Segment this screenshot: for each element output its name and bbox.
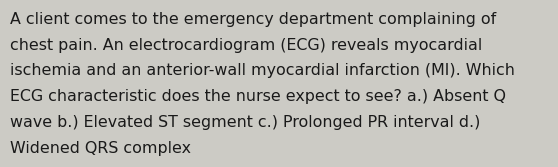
Text: Widened QRS complex: Widened QRS complex: [10, 141, 191, 156]
Text: ischemia and an anterior-wall myocardial infarction (MI). Which: ischemia and an anterior-wall myocardial…: [10, 63, 515, 78]
Text: chest pain. An electrocardiogram (ECG) reveals myocardial: chest pain. An electrocardiogram (ECG) r…: [10, 38, 482, 53]
Text: ECG characteristic does the nurse expect to see? a.) Absent Q: ECG characteristic does the nurse expect…: [10, 89, 506, 104]
Text: wave b.) Elevated ST segment c.) Prolonged PR interval d.): wave b.) Elevated ST segment c.) Prolong…: [10, 115, 480, 130]
Text: A client comes to the emergency department complaining of: A client comes to the emergency departme…: [10, 12, 496, 27]
